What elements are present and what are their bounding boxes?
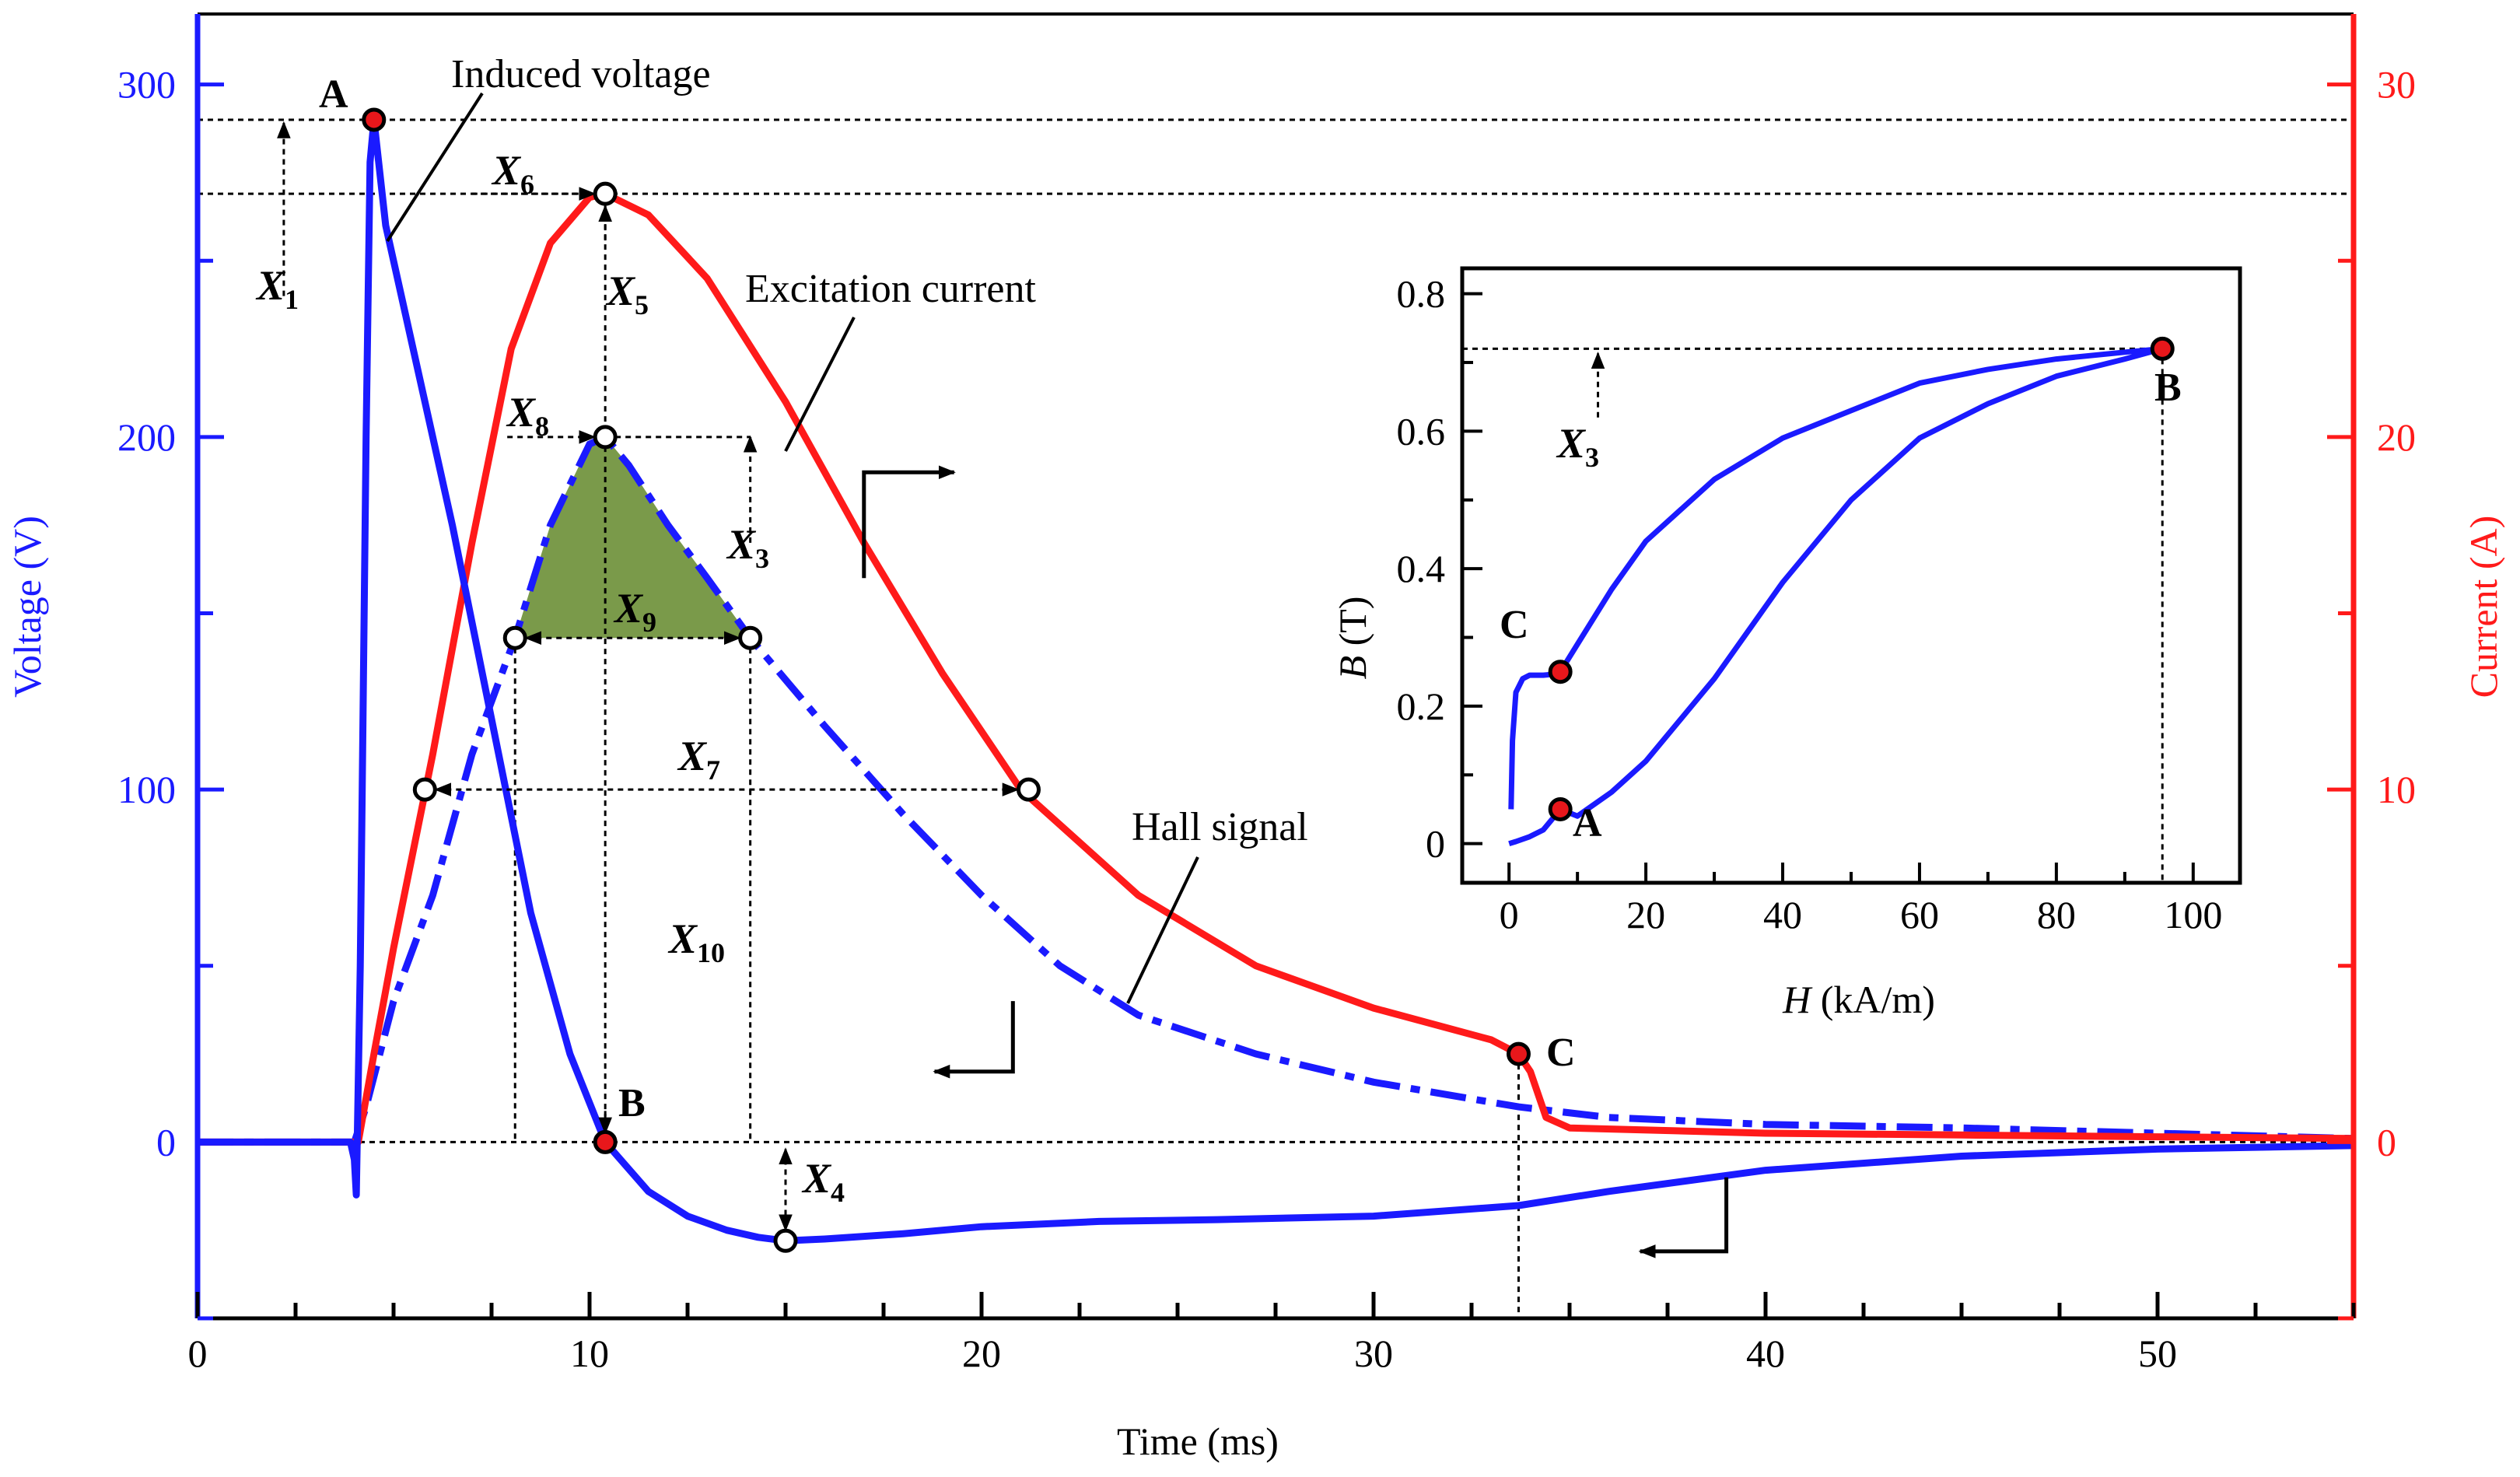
- measurement-marker: [502, 625, 527, 650]
- hall-peak-area: [515, 436, 751, 639]
- x1-label: X1: [255, 262, 299, 315]
- measurement-arrows: [277, 92, 1729, 1258]
- inset-y-tick-label: 0.2: [1397, 684, 1446, 728]
- x10-label: X10: [667, 915, 725, 968]
- inset-x-axis-label: H (kA/m): [1782, 978, 1935, 1021]
- key-points: [362, 107, 1531, 1253]
- x-tick-label: 20: [962, 1332, 1001, 1375]
- measurement-marker: [738, 625, 763, 650]
- excitation-current-label: Excitation current: [745, 267, 1037, 311]
- right-tick-label: 0: [2377, 1120, 2396, 1164]
- inset-point-b-marker: [2150, 336, 2175, 361]
- right-tick-label: 30: [2377, 63, 2416, 107]
- measurement-marker: [593, 181, 618, 206]
- excitation-current-leader: [784, 317, 856, 452]
- x4-label: X4: [801, 1155, 845, 1208]
- bh-loop-line: [1508, 345, 2165, 847]
- x-tick-label: 50: [2138, 1332, 2177, 1375]
- point-c-marker: [1506, 1041, 1531, 1066]
- inset-y-tick-label: 0: [1426, 822, 1445, 866]
- inset-x-tick-label: 80: [2037, 893, 2076, 936]
- inset-y-tick-label: 0.8: [1397, 272, 1446, 316]
- inset-x-tick-label: 60: [1900, 893, 1939, 936]
- inset-x-tick-label: 100: [2164, 893, 2222, 936]
- x-tick-label: 30: [1354, 1332, 1393, 1375]
- inset-x-tick-label: 20: [1626, 893, 1665, 936]
- measurement-marker: [412, 777, 437, 802]
- inset-x-tick-label: 40: [1763, 893, 1802, 936]
- inset-y-ticks: 0 0.2 0.4 0.6 0.8: [1397, 272, 1482, 866]
- inset-key-points: [1548, 336, 2175, 821]
- inset-x-tick-label: 0: [1500, 893, 1519, 936]
- point-b-marker: [593, 1129, 618, 1154]
- inset-y-tick-label: 0.4: [1397, 547, 1446, 590]
- hall-axis-indicator: [933, 1001, 1015, 1079]
- inset-frame: [1460, 266, 2242, 885]
- right-tick-label: 20: [2377, 415, 2416, 459]
- x-axis-label: Time (ms): [1117, 1419, 1279, 1463]
- right-y-ticks: 0 10 20 30: [2327, 63, 2416, 1321]
- inset-x3-label: X3: [1556, 420, 1599, 473]
- inset-point-label-c: C: [1500, 603, 1529, 647]
- left-tick-label: 300: [117, 63, 176, 107]
- x7-label: X7: [677, 733, 720, 786]
- voltage-axis-indicator: [1638, 1177, 1729, 1258]
- x8-label: X8: [506, 389, 549, 442]
- inset-chart: 0 20 40 60 80 100 0 0.2 0.4 0.6 0.8 H (kA/m) B (T…: [1331, 266, 2242, 1021]
- point-label-c: C: [1546, 1031, 1576, 1075]
- inset-reference-lines: [1462, 347, 2164, 883]
- inset-point-label-b: B: [2154, 366, 2182, 410]
- left-y-axis-label: Voltage (V): [5, 516, 49, 698]
- hall-signal-label: Hall signal: [1132, 805, 1308, 849]
- hall-signal-leader: [1126, 856, 1199, 1004]
- induced-voltage-label: Induced voltage: [451, 52, 711, 96]
- x5-label: X5: [605, 268, 649, 320]
- inset-y-axis-label: B (T): [1331, 597, 1374, 680]
- x-tick-label: 10: [570, 1332, 609, 1375]
- inset-point-a-marker: [1548, 796, 1573, 821]
- left-tick-label: 200: [117, 415, 176, 459]
- point-label-a: A: [319, 72, 348, 117]
- measurement-marker: [773, 1228, 798, 1253]
- inset-x-ticks: 0 20 40 60 80 100: [1500, 863, 2222, 936]
- inset-point-label-a: A: [1573, 801, 1602, 845]
- x-ticks: 0 10 20 30 40 50: [188, 1292, 2356, 1375]
- x9-label: X9: [613, 585, 656, 638]
- left-tick-label: 100: [117, 768, 176, 811]
- measurement-marker: [593, 425, 618, 450]
- x-tick-label: 0: [188, 1332, 208, 1375]
- point-a-marker: [362, 107, 387, 132]
- right-y-axis-label: Current (A): [2462, 516, 2505, 698]
- excitation-current-line: [198, 190, 2354, 1146]
- left-tick-label: 0: [156, 1120, 176, 1164]
- x-tick-label: 40: [1746, 1332, 1785, 1375]
- x6-label: X6: [491, 147, 534, 200]
- left-y-ticks: 0 100 200 300: [117, 63, 224, 1321]
- inset-point-c-marker: [1548, 660, 1573, 684]
- induced-voltage-line: [198, 116, 2354, 1244]
- right-tick-label: 10: [2377, 768, 2416, 811]
- x3-label: X3: [726, 521, 769, 574]
- current-axis-indicator: [862, 465, 956, 579]
- measurement-marker: [1016, 777, 1041, 802]
- inset-y-tick-label: 0.6: [1397, 409, 1446, 453]
- point-label-b: B: [618, 1081, 646, 1125]
- induced-voltage-leader: [386, 92, 484, 243]
